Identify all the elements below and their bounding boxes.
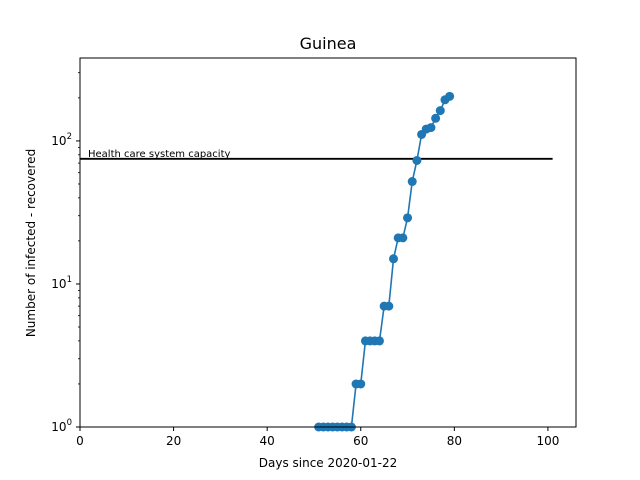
data-point <box>356 379 366 389</box>
y-tick-label: 100 <box>51 418 72 434</box>
x-axis-label: Days since 2020-01-22 <box>259 456 398 470</box>
data-point <box>412 155 422 165</box>
data-point <box>445 91 455 101</box>
capacity-line-layer: Health care system capacity <box>80 149 553 160</box>
x-tick-label: 20 <box>166 434 181 448</box>
x-tick-label: 60 <box>353 434 368 448</box>
x-tick-label: 40 <box>260 434 275 448</box>
data-point <box>398 233 408 243</box>
x-axis-ticks: 0 20 40 60 80 100 <box>76 427 559 448</box>
data-point <box>389 254 399 264</box>
data-point <box>403 213 413 223</box>
y-axis-label: Number of infected - recovered <box>24 149 38 337</box>
data-point <box>431 113 441 123</box>
y-tick-label: 101 <box>51 275 72 291</box>
data-point <box>374 336 384 346</box>
x-tick-label: 0 <box>76 434 84 448</box>
x-tick-label: 100 <box>536 434 559 448</box>
data-point <box>407 177 417 187</box>
capacity-line-label: Health care system capacity <box>88 149 230 160</box>
data-point <box>384 301 394 311</box>
chart-title: Guinea <box>300 34 357 53</box>
plot-area-frame <box>79 57 577 428</box>
y-axis-ticks: 100 101 102 <box>51 72 80 434</box>
y-tick-label: 102 <box>51 132 72 148</box>
data-point <box>426 123 436 133</box>
x-tick-label: 80 <box>447 434 462 448</box>
data-point <box>435 106 445 116</box>
